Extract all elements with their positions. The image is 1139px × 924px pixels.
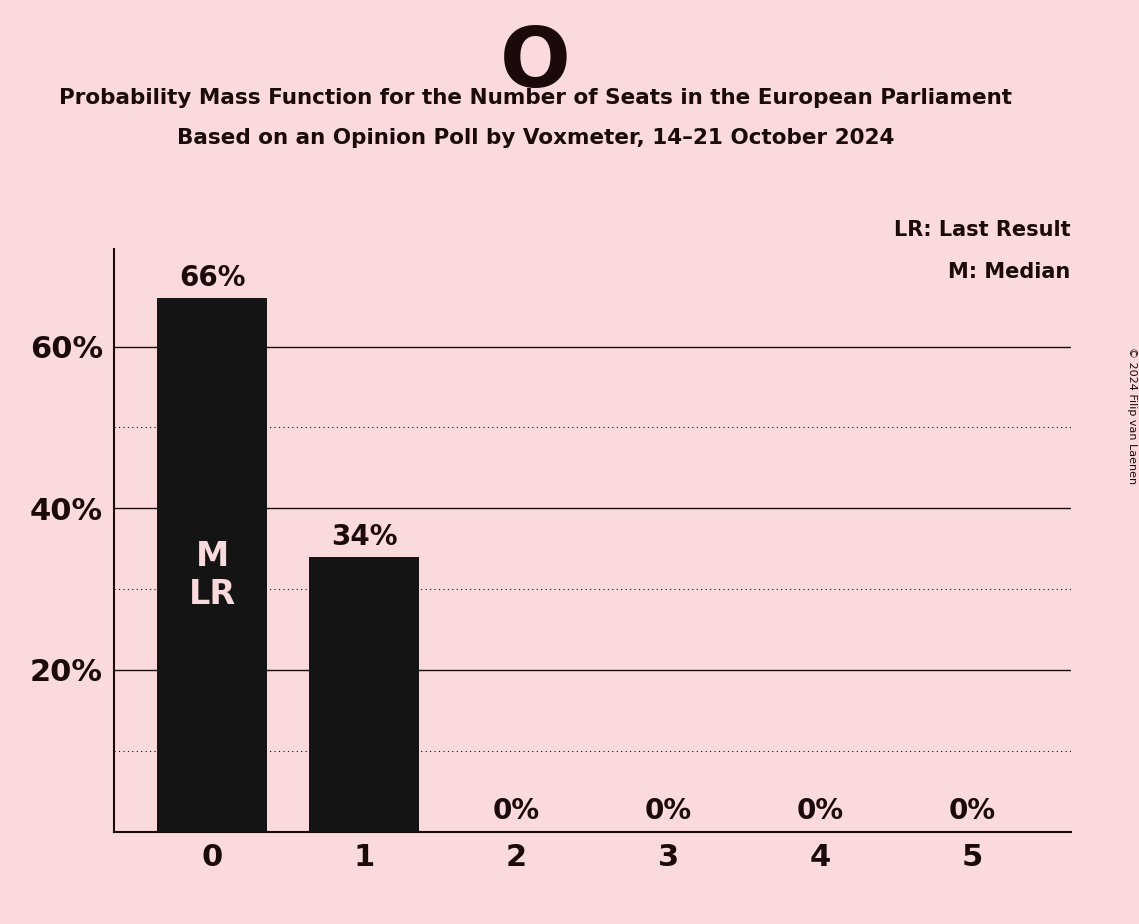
Text: Probability Mass Function for the Number of Seats in the European Parliament: Probability Mass Function for the Number…	[59, 88, 1011, 108]
Text: 34%: 34%	[331, 523, 398, 551]
Text: 0%: 0%	[645, 797, 691, 825]
Bar	[310, 556, 419, 832]
Text: M
LR: M LR	[189, 540, 236, 611]
Bar	[157, 298, 267, 832]
Text: Based on an Opinion Poll by Voxmeter, 14–21 October 2024: Based on an Opinion Poll by Voxmeter, 14…	[177, 128, 894, 148]
Text: O: O	[500, 23, 571, 104]
Text: 0%: 0%	[949, 797, 995, 825]
Text: 0%: 0%	[493, 797, 540, 825]
Text: LR: Last Result: LR: Last Result	[894, 220, 1071, 240]
Text: 0%: 0%	[797, 797, 844, 825]
Text: 66%: 66%	[179, 264, 245, 292]
Text: © 2024 Filip van Laenen: © 2024 Filip van Laenen	[1126, 347, 1137, 484]
Text: M: Median: M: Median	[949, 261, 1071, 282]
